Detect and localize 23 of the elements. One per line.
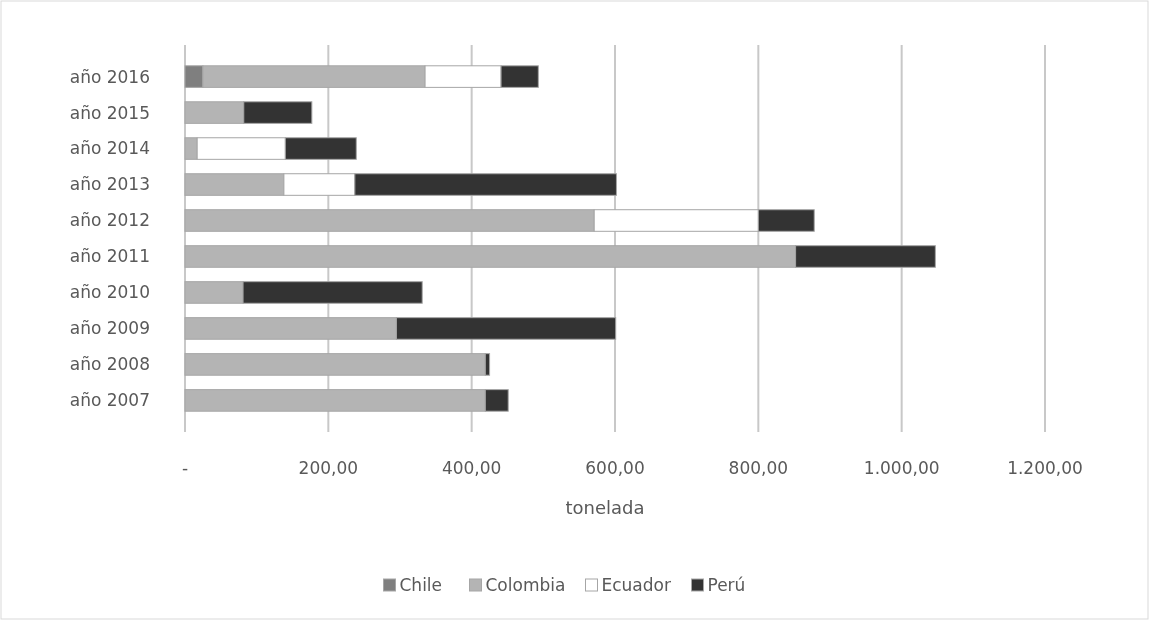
x-tick-label: 400,00: [441, 458, 502, 478]
x-tick-label: 1.000,00: [863, 458, 940, 478]
legend-label: Chile: [399, 574, 443, 595]
y-tick-label: año 2013: [69, 174, 150, 195]
x-tick-label: 1.200,00: [1007, 458, 1083, 478]
y-tick-label: año 2011: [69, 246, 150, 267]
legend-label: Perú: [707, 574, 746, 595]
bar: [184, 353, 486, 376]
y-tick-label: año 2009: [69, 318, 150, 339]
legend-label: Ecuador: [601, 574, 671, 595]
legend-label: Colombia: [485, 574, 566, 595]
x-tick-label: -: [181, 458, 189, 478]
y-tick-label: año 2015: [69, 102, 150, 123]
y-tick-label: año 2012: [69, 210, 150, 231]
x-axis-title: tonelada: [565, 497, 645, 518]
y-tick-label: año 2010: [69, 282, 150, 303]
x-tick-label: 800,00: [728, 458, 789, 478]
x-tick-label: 200,00: [298, 458, 359, 478]
x-tick-label: 600,00: [585, 458, 645, 478]
y-tick-label: año 2007: [69, 390, 150, 411]
y-tick-label: año 2008: [69, 354, 150, 375]
y-tick-label: año 2014: [69, 138, 150, 159]
y-tick-label: año 2016: [69, 66, 150, 87]
